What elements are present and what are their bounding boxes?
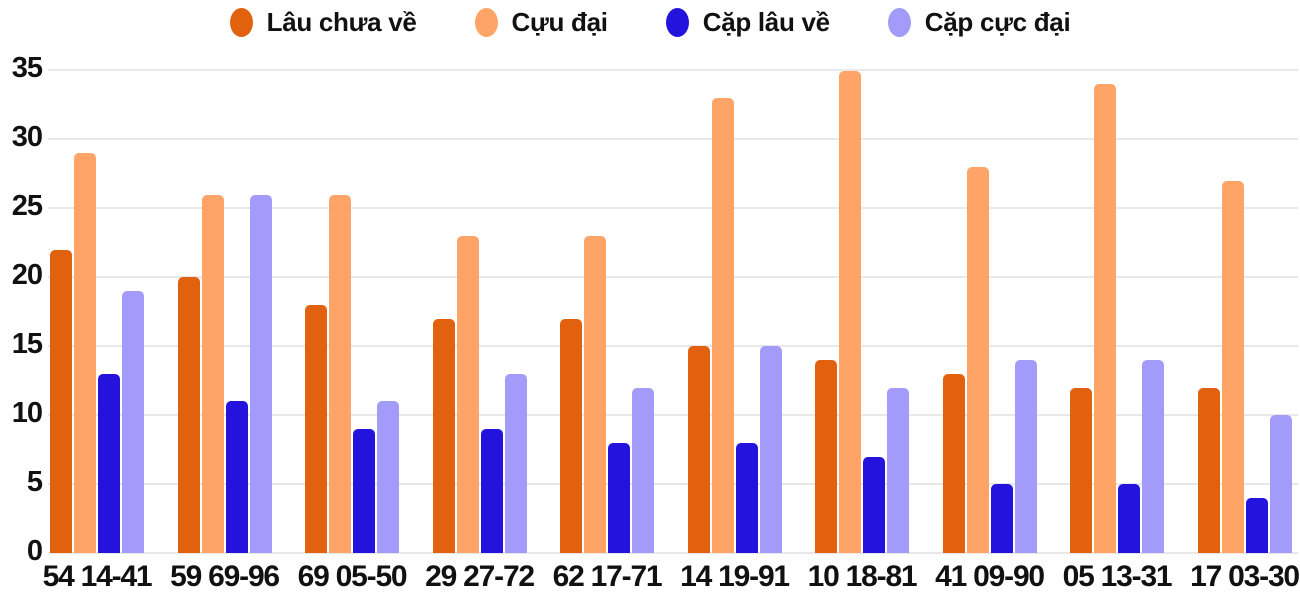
x-axis-tick-label: 69 05-50 — [297, 560, 408, 593]
bar-group-1 — [161, 194, 289, 553]
x-axis-tick-label: 59 69-96 — [170, 560, 280, 593]
legend-item-1: Cựu đại — [474, 6, 608, 38]
legend-marker-icon — [229, 7, 253, 37]
gridline-y-0 — [48, 552, 1298, 554]
bar-series-2-cat-2 — [353, 428, 375, 553]
gridline-y-25 — [48, 207, 1298, 210]
gridline-y-35 — [48, 69, 1298, 72]
legend-label: Lâu chưa về — [266, 6, 417, 37]
bar-series-3-cat-1 — [249, 194, 272, 553]
bar-series-0-cat-3 — [432, 318, 455, 553]
bar-group-3 — [416, 235, 544, 553]
bar-series-3-cat-3 — [504, 373, 527, 553]
x-axis-tick-label: 29 27-72 — [425, 560, 535, 593]
bar-series-2-cat-0 — [98, 373, 120, 553]
legend-marker-icon — [474, 7, 498, 37]
bar-series-1-cat-3 — [456, 235, 479, 553]
legend-marker-icon — [887, 7, 911, 37]
bar-series-1-cat-0 — [74, 153, 96, 553]
x-axis-tick-label: 10 18-81 — [807, 560, 918, 593]
bar-group-8 — [1053, 84, 1181, 553]
y-axis-tick-label: 25 — [11, 190, 43, 223]
legend-marker-icon — [665, 7, 689, 37]
bar-series-0-cat-4 — [560, 318, 582, 553]
y-axis-tick-label: 5 — [26, 466, 43, 499]
bar-series-3-cat-5 — [759, 346, 782, 553]
bar-series-3-cat-4 — [632, 387, 654, 553]
x-axis-tick-label: 62 17-71 — [552, 560, 663, 593]
legend-item-3: Cặp cực đại — [887, 6, 1071, 38]
bar-series-2-cat-7 — [990, 484, 1013, 553]
bar-series-1-cat-6 — [839, 70, 861, 553]
bar-series-1-cat-8 — [1094, 84, 1116, 553]
x-axis-tick-label: 14 19-91 — [680, 560, 790, 593]
x-axis-tick-label: 05 13-31 — [1062, 560, 1173, 593]
bar-series-0-cat-2 — [305, 304, 327, 553]
chart-legend: Lâu chưa về Cựu đại Cặp lâu về Cặp cực đại — [0, 0, 1300, 44]
y-axis-tick-label: 15 — [11, 328, 43, 361]
bar-group-9 — [1181, 180, 1300, 553]
gridline-y-15 — [48, 345, 1298, 348]
x-axis-tick-label: 17 03-30 — [1190, 560, 1300, 593]
bar-series-3-cat-8 — [1142, 360, 1164, 553]
bar-series-3-cat-6 — [887, 387, 909, 553]
x-axis-tick-label: 41 09-90 — [935, 560, 1045, 593]
bar-series-2-cat-4 — [608, 442, 630, 553]
y-axis-tick-label: 0 — [26, 535, 43, 567]
bar-series-1-cat-5 — [711, 98, 734, 553]
bar-series-2-cat-8 — [1118, 484, 1140, 553]
legend-item-2: Cặp lâu về — [665, 6, 830, 38]
bar-series-0-cat-0 — [50, 249, 72, 553]
bar-series-3-cat-2 — [377, 401, 399, 553]
bar-series-0-cat-6 — [815, 360, 837, 553]
legend-label: Cặp lâu về — [702, 6, 830, 37]
bar-series-1-cat-9 — [1221, 180, 1244, 553]
y-axis-tick-label: 35 — [11, 52, 43, 85]
bar-series-2-cat-5 — [735, 442, 758, 553]
bar-series-1-cat-2 — [329, 194, 351, 553]
bar-series-2-cat-3 — [480, 428, 503, 553]
bar-series-3-cat-9 — [1269, 415, 1292, 553]
legend-label: Cựu đại — [511, 6, 608, 37]
gridline-y-20 — [48, 276, 1298, 279]
legend-item-0: Lâu chưa về — [229, 6, 417, 38]
y-axis-tick-label: 20 — [11, 259, 43, 292]
bar-series-2-cat-9 — [1245, 497, 1268, 553]
bar-group-7 — [926, 167, 1054, 553]
gridline-y-10 — [48, 414, 1298, 417]
gridline-y-5 — [48, 483, 1298, 486]
bar-group-5 — [671, 98, 799, 553]
bar-series-0-cat-9 — [1197, 387, 1220, 553]
bar-series-0-cat-5 — [687, 346, 710, 553]
bar-series-0-cat-8 — [1070, 387, 1092, 553]
bar-series-0-cat-1 — [177, 277, 200, 553]
bar-series-0-cat-7 — [942, 373, 965, 553]
gridline-y-30 — [48, 138, 1298, 141]
bar-group-6 — [798, 70, 926, 553]
bar-series-1-cat-7 — [966, 167, 989, 553]
bar-series-2-cat-1 — [225, 401, 248, 553]
bar-group-4 — [543, 235, 671, 553]
bar-series-1-cat-4 — [584, 235, 606, 553]
bar-group-0 — [33, 153, 161, 553]
y-axis-tick-label: 10 — [11, 397, 43, 430]
x-axis-tick-label: 54 14-41 — [42, 560, 153, 593]
y-axis-tick-label: 30 — [11, 121, 43, 154]
bar-series-3-cat-7 — [1014, 360, 1037, 553]
bar-series-1-cat-1 — [201, 194, 224, 553]
legend-label: Cặp cực đại — [924, 6, 1071, 37]
bar-series-3-cat-0 — [122, 291, 144, 553]
bar-group-2 — [288, 194, 416, 553]
bar-series-2-cat-6 — [863, 456, 885, 553]
